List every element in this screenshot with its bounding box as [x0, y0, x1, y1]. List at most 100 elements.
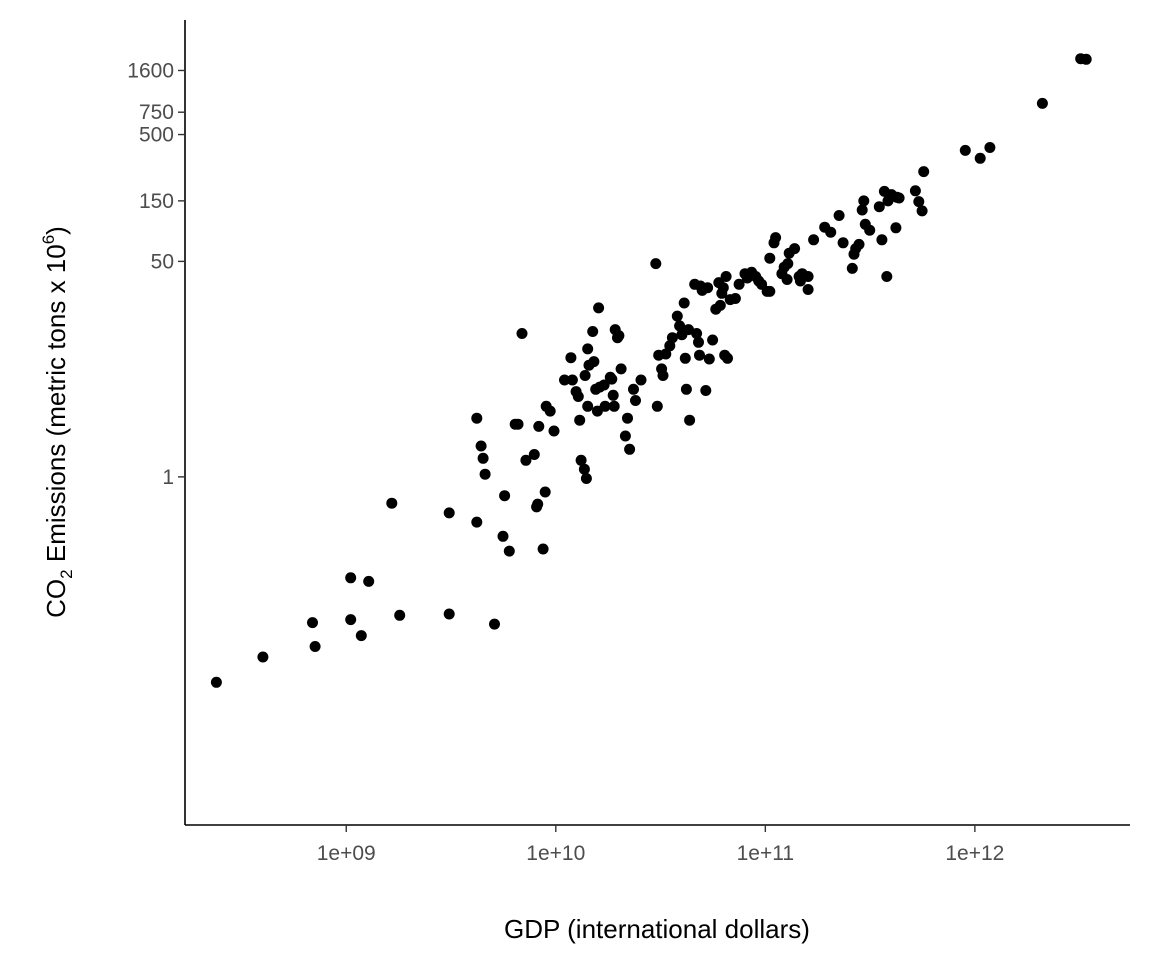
data-point [345, 572, 357, 584]
data-point [881, 271, 893, 282]
data-point [764, 252, 776, 264]
data-point [703, 353, 715, 365]
y-tick-label: 750 [139, 101, 174, 124]
data-point [210, 676, 222, 688]
data-point [613, 330, 625, 342]
data-point [363, 575, 375, 587]
data-point [984, 142, 996, 153]
data-point [666, 332, 678, 344]
data-point [722, 352, 733, 364]
data-point [720, 271, 732, 282]
data-point [394, 609, 406, 621]
data-point [559, 374, 570, 386]
data-point [593, 302, 605, 314]
data-point [635, 374, 647, 386]
data-point [853, 238, 865, 250]
data-point [309, 641, 321, 652]
data-point [628, 383, 639, 395]
data-point [909, 185, 921, 197]
data-point [733, 278, 745, 290]
data-point [520, 454, 532, 466]
data-point [657, 370, 669, 381]
x-axis-ticks: 1e+09 1e+10 1e+11 1e+12 [317, 825, 1004, 865]
data-point [575, 454, 587, 466]
data-point [893, 192, 905, 204]
data-point [858, 195, 870, 207]
data-point [714, 299, 726, 311]
data-point [471, 412, 483, 424]
data-point [918, 166, 930, 178]
data-point [837, 237, 849, 249]
data-point [660, 348, 672, 360]
data-point [624, 443, 636, 455]
data-point [582, 343, 594, 355]
y-tick-label: 50 [151, 250, 174, 273]
data-point [764, 285, 776, 297]
data-point [532, 498, 544, 510]
data-point [475, 440, 487, 452]
data-point [489, 618, 500, 630]
data-point [622, 412, 633, 424]
data-point [587, 326, 599, 337]
data-point [386, 497, 398, 509]
data-point [678, 297, 690, 309]
data-point [846, 262, 858, 274]
data-point [443, 608, 455, 620]
data-point [355, 630, 367, 642]
data-point [537, 543, 549, 555]
data-point [565, 352, 577, 364]
data-point [770, 232, 782, 244]
data-point [579, 370, 591, 381]
data-point [257, 651, 269, 663]
x-tick-label: 1e+11 [737, 842, 794, 865]
data-point [684, 414, 696, 426]
data-point [516, 328, 528, 339]
data-point [876, 234, 888, 246]
data-point [693, 336, 704, 348]
data-point [479, 468, 491, 480]
data-point [582, 400, 594, 412]
data-point [598, 379, 610, 391]
y-tick-label: 500 [139, 124, 174, 147]
data-point [607, 389, 619, 401]
data-point [477, 452, 489, 464]
data-point [651, 400, 663, 412]
data-point [539, 486, 551, 498]
data-point [702, 282, 714, 294]
data-point [1036, 97, 1048, 109]
data-point [544, 405, 556, 417]
data-point [671, 310, 683, 322]
data-point [694, 349, 705, 361]
data-point [913, 196, 925, 208]
data-point [608, 400, 620, 412]
data-point [789, 243, 801, 255]
data-point [916, 205, 928, 217]
data-point [890, 222, 902, 234]
data-point [974, 152, 986, 164]
data-point [574, 414, 586, 426]
data-point [802, 284, 814, 295]
data-point [781, 274, 793, 285]
data-point [700, 385, 712, 396]
data-point [345, 614, 357, 626]
data-point [512, 418, 524, 430]
y-tick-label: 150 [139, 190, 174, 213]
data-point [503, 545, 515, 557]
data-point [679, 352, 691, 364]
data-point [599, 400, 611, 412]
data-point [825, 226, 837, 238]
data-point [572, 391, 584, 402]
data-point [615, 363, 627, 375]
data-point [691, 328, 703, 339]
data-point [471, 516, 483, 528]
data-point [578, 463, 590, 475]
data-point [864, 224, 876, 236]
data-point [833, 210, 845, 221]
data-point [580, 473, 592, 484]
x-tick-label: 1e+09 [317, 842, 376, 865]
data-point [650, 258, 662, 270]
data-point [588, 356, 600, 368]
data-point [856, 204, 868, 216]
data-point [307, 617, 318, 629]
